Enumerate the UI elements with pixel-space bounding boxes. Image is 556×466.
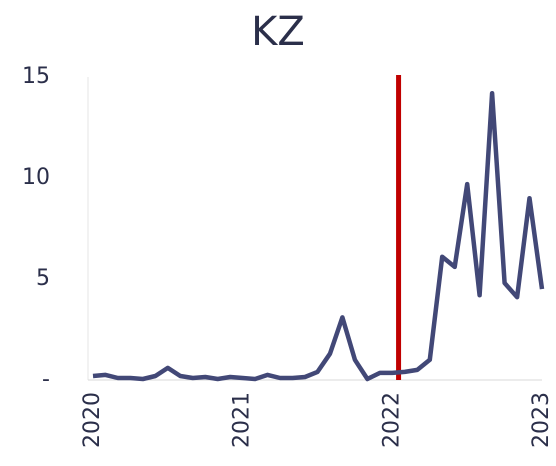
chart-title: KZ [251,9,305,55]
y-tick-label: 10 [22,165,50,190]
x-tick-label: 2023 [529,392,554,448]
x-tick-label: 2021 [230,392,255,448]
y-tick-label: - [42,367,50,392]
y-tick-label: 5 [36,266,50,291]
data-line [92,90,545,382]
x-tick-label: 2020 [80,392,105,448]
x-tick-label: 2022 [379,392,404,448]
y-tick-label: 15 [22,64,50,89]
